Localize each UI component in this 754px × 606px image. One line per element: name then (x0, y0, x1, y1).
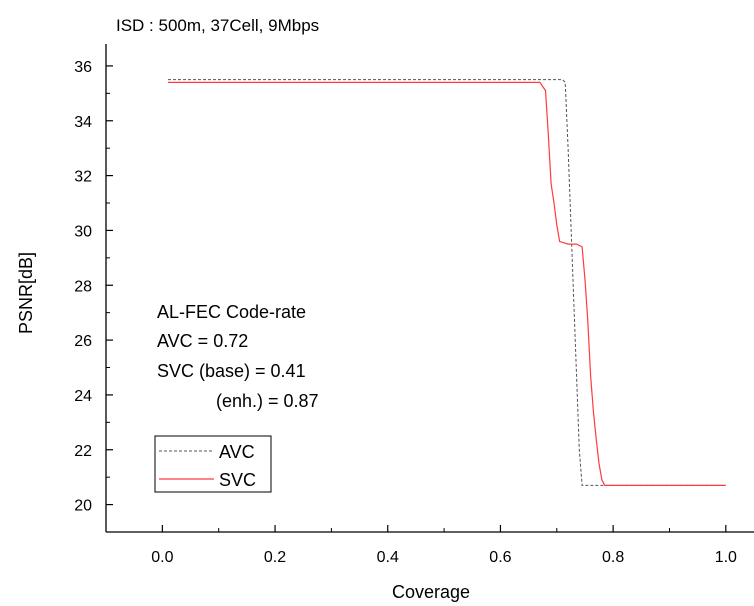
x-tick-label: 0.0 (151, 549, 173, 566)
annotation-line: AL-FEC Code-rate (157, 302, 306, 322)
x-tick-label: 1.0 (715, 549, 737, 566)
y-tick-label: 24 (74, 388, 92, 405)
annotation-box: AL-FEC Code-rate AVC = 0.72 SVC (base) =… (157, 302, 319, 411)
plot-area (105, 44, 754, 533)
y-tick-label: 26 (74, 333, 92, 350)
series-line-svc (168, 81, 726, 486)
legend-label-svc: SVC (219, 470, 256, 490)
y-tick-label: 30 (74, 223, 92, 240)
y-tick-label: 28 (74, 278, 92, 295)
x-axis-label: Coverage (392, 582, 470, 602)
legend-label-avc: AVC (219, 442, 255, 462)
legend: AVC SVC (154, 435, 272, 493)
x-tick-label: 0.4 (377, 549, 399, 566)
x-tick-label: 0.2 (264, 549, 286, 566)
y-tick-label: 36 (74, 59, 92, 76)
chart-title: ISD : 500m, 37Cell, 9Mbps (116, 16, 319, 35)
legend-frame (154, 435, 272, 493)
y-tick-label: 32 (74, 169, 92, 186)
annotation-line: AVC = 0.72 (157, 331, 248, 351)
series-layer (168, 79, 726, 486)
x-tick-label: 0.8 (602, 549, 624, 566)
axis-ticks: 0.0 0.2 0.4 0.6 0.8 1.0 20 22 24 26 28 30 32 34 36 (74, 59, 737, 566)
x-tick-label: 0.6 (489, 549, 511, 566)
y-tick-label: 34 (74, 114, 92, 131)
y-tick-label: 20 (74, 498, 92, 515)
series-line-avc (168, 79, 726, 486)
annotation-line: (enh.) = 0.87 (216, 391, 319, 411)
y-axis-label: PSNR[dB] (16, 252, 36, 334)
y-tick-label: 22 (74, 443, 92, 460)
annotation-line: SVC (base) = 0.41 (157, 361, 306, 381)
